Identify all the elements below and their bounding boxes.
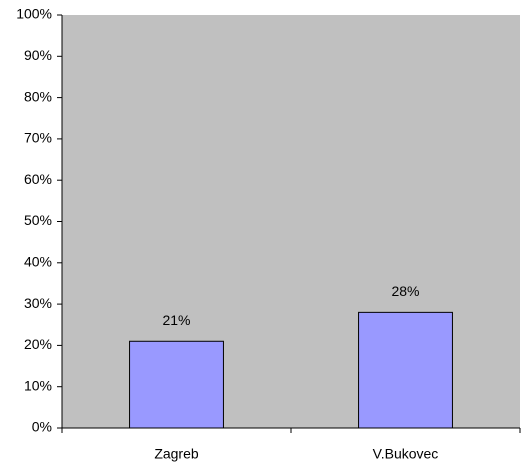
data-label: 21%: [162, 312, 190, 328]
y-tick-label: 60%: [24, 171, 52, 187]
y-tick-label: 40%: [24, 254, 52, 270]
y-tick-label: 0%: [32, 419, 52, 435]
y-tick-label: 50%: [24, 212, 52, 228]
x-tick-label: V.Bukovec: [373, 446, 439, 462]
x-tick-label: Zagreb: [154, 446, 199, 462]
y-tick-label: 30%: [24, 295, 52, 311]
bar: [129, 340, 224, 429]
y-tick-label: 100%: [16, 6, 52, 22]
y-tick-label: 90%: [24, 47, 52, 63]
y-tick-label: 10%: [24, 377, 52, 393]
y-tick-label: 70%: [24, 130, 52, 146]
bar: [358, 311, 453, 429]
y-tick-label: 80%: [24, 88, 52, 104]
data-label: 28%: [391, 283, 419, 299]
y-tick-label: 20%: [24, 336, 52, 352]
